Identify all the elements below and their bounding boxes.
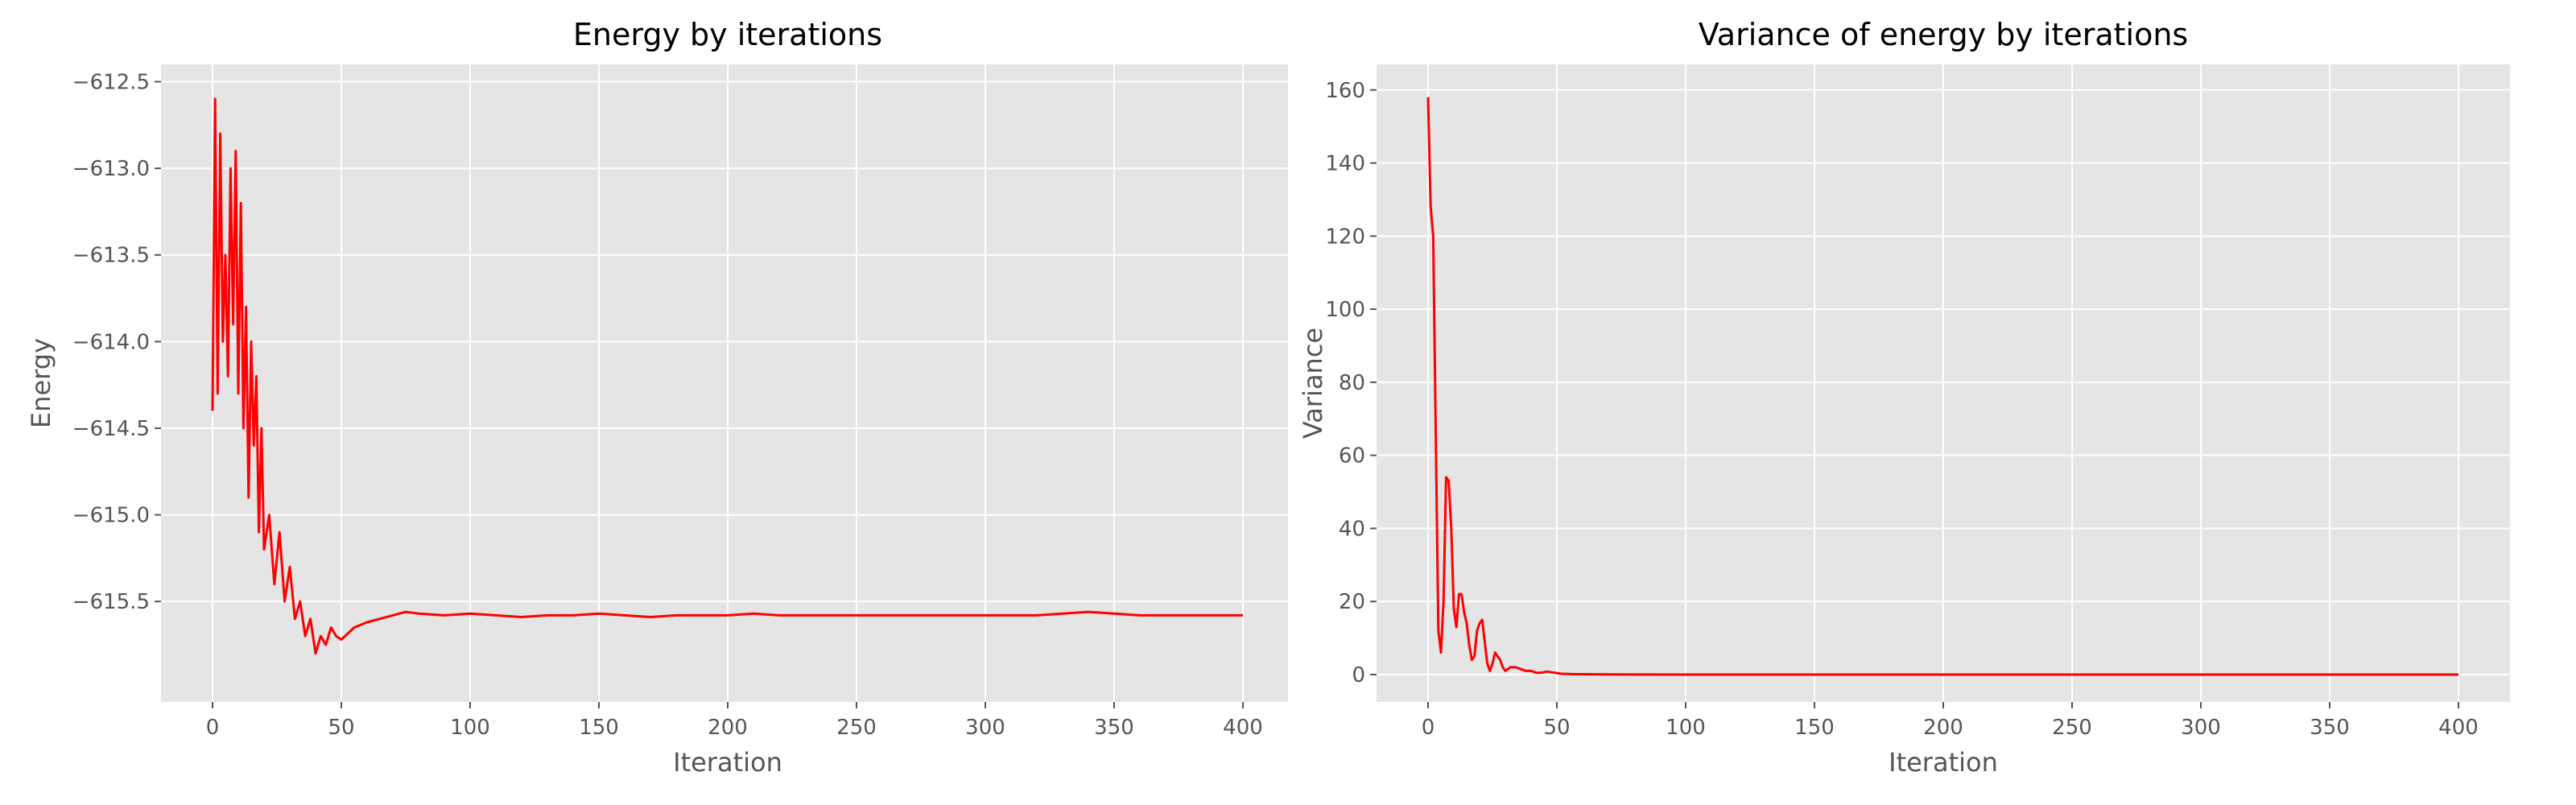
x-tick-label: 200 (1923, 716, 1963, 740)
y-tick-label: −614.5 (72, 417, 150, 441)
x-tick-label: 50 (1543, 716, 1570, 740)
y-tick-label: 100 (1325, 298, 1365, 322)
y-tick-label: 140 (1325, 152, 1365, 176)
x-tick-label: 0 (206, 716, 220, 740)
x-tick-label: 350 (1094, 716, 1134, 740)
x-tick-label: 350 (2310, 716, 2350, 740)
x-axis-label: Iteration (1889, 747, 1998, 778)
y-tick-label: −613.0 (72, 157, 150, 181)
y-axis-label: Energy (26, 338, 56, 428)
x-tick-label: 150 (1794, 716, 1835, 740)
y-tick-label: 60 (1339, 444, 1365, 469)
y-tick-label: −612.5 (72, 71, 150, 95)
y-tick-label: −615.5 (72, 590, 150, 614)
x-tick-label: 150 (579, 716, 619, 740)
y-axis-label: Variance (1298, 328, 1328, 439)
series-line (1426, 97, 2458, 676)
series-line (211, 97, 1243, 655)
y-tick-label: 120 (1325, 225, 1365, 249)
chart-title: Energy by iterations (573, 17, 882, 52)
chart-title: Variance of energy by iterations (1699, 17, 2188, 52)
y-tick-label: 40 (1339, 517, 1365, 541)
x-tick-label: 100 (1666, 716, 1706, 740)
y-tick-label: −615.0 (72, 504, 150, 528)
y-tick-label: 160 (1325, 79, 1365, 103)
y-tick-label: 0 (1352, 663, 1365, 687)
x-tick-label: 250 (2052, 716, 2092, 740)
x-axis-label: Iteration (673, 747, 782, 778)
x-tick-label: 400 (1223, 716, 1263, 740)
y-tick-label: −614.0 (72, 330, 150, 354)
x-tick-label: 0 (1422, 716, 1435, 740)
y-tick-label: 80 (1339, 371, 1365, 395)
x-tick-label: 100 (450, 716, 490, 740)
x-tick-label: 300 (2181, 716, 2221, 740)
x-tick-label: 50 (328, 716, 354, 740)
variance-chart: 0 50 100 150 200 250 300 350 400 0 20 40 60 80 100 120 1… (1298, 17, 2510, 778)
plot-background (161, 64, 1288, 702)
y-tick-label: −613.5 (72, 244, 150, 268)
x-tick-label: 400 (2438, 716, 2479, 740)
x-tick-label: 300 (965, 716, 1005, 740)
y-tick-label: 20 (1339, 590, 1365, 614)
x-tick-label: 200 (708, 716, 748, 740)
x-tick-label: 250 (836, 716, 877, 740)
energy-chart: 0 50 100 150 200 250 300 350 400 −612.5 −613.0 −613… (26, 17, 1288, 778)
